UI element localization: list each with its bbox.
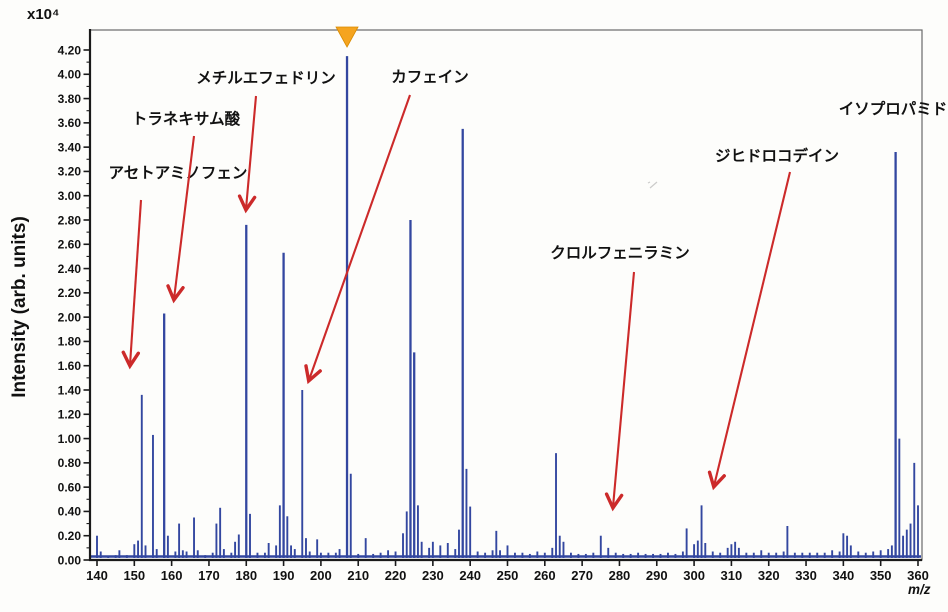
- x-tick-label: 270: [571, 568, 593, 583]
- x-tick-label: 210: [347, 568, 369, 583]
- y-tick-label: 1.20: [58, 408, 82, 422]
- x-tick-label: 240: [459, 568, 481, 583]
- y-tick-label: 2.80: [58, 213, 82, 227]
- y-tick-label: 3.20: [58, 165, 82, 179]
- x-tick-label: 220: [385, 568, 407, 583]
- x-tick-label: 180: [235, 568, 257, 583]
- x-tick-label: 320: [758, 568, 780, 583]
- x-tick-label: 140: [86, 568, 108, 583]
- plot-frame: [89, 29, 923, 561]
- y-tick-label: 3.40: [58, 140, 82, 154]
- x-tick-label: 280: [609, 568, 631, 583]
- y-tick-label: 1.80: [58, 335, 82, 349]
- annotation-arrow-2: [237, 95, 258, 214]
- annotation-arrow-3: [304, 94, 411, 385]
- x-tick-label: 190: [273, 568, 295, 583]
- x-tick-label: 230: [422, 568, 444, 583]
- annotation-arrow-5: [707, 171, 792, 491]
- scan-artifact: [647, 181, 658, 189]
- peak-marker-triangle-icon: [335, 26, 359, 48]
- x-tick-label: 330: [795, 568, 817, 583]
- annotation-label-2: メチルエフェドリン: [196, 70, 336, 87]
- x-tick-label: 170: [198, 568, 220, 583]
- y-tick-label: 0.80: [58, 456, 82, 470]
- y-tick-label: 0.00: [58, 553, 82, 567]
- x-tick-label: 250: [497, 568, 519, 583]
- y-axis-multiplier: x10⁴: [27, 6, 60, 23]
- annotation-label-3: カフェイン: [391, 68, 469, 86]
- y-tick-label: 0.20: [58, 529, 82, 543]
- x-tick-label: 260: [534, 568, 556, 583]
- annotation-label-6: イソプロパミド: [839, 99, 948, 118]
- x-tick-label: 150: [123, 568, 145, 583]
- x-tick-label: 310: [721, 568, 743, 583]
- annotation-label-1: トラネキサム酸: [132, 109, 241, 128]
- y-tick-label: 2.00: [58, 310, 82, 324]
- annotation-label-0: アセトアミノフェン: [109, 165, 248, 182]
- annotation-arrow-0: [121, 199, 143, 370]
- y-tick-label: 3.80: [58, 92, 82, 106]
- annotation-label-5: ジヒドロコデイン: [715, 146, 839, 165]
- y-tick-label: 3.00: [58, 189, 82, 203]
- y-tick-label: 2.20: [58, 286, 82, 300]
- y-tick-label: 0.40: [58, 505, 82, 519]
- y-tick-label: 4.20: [58, 43, 82, 57]
- annotation-arrow-1: [166, 135, 196, 304]
- y-tick-label: 0.60: [58, 480, 82, 494]
- y-tick-label: 4.00: [58, 68, 82, 82]
- x-axis-title: m/z: [908, 582, 931, 597]
- y-tick-label: 2.40: [58, 262, 82, 276]
- x-tick-label: 290: [646, 568, 668, 583]
- x-tick-label: 200: [310, 568, 332, 583]
- y-tick-label: 1.00: [58, 432, 82, 446]
- y-tick-label: 2.60: [58, 238, 82, 252]
- x-tick-label: 340: [833, 568, 855, 583]
- x-tick-label: 350: [870, 568, 892, 583]
- annotation-label-4: クロルフェニラミン: [550, 244, 690, 262]
- annotation-arrow-4: [604, 271, 636, 512]
- x-tick-label: 160: [161, 568, 183, 583]
- y-tick-label: 1.60: [58, 359, 82, 373]
- y-tick-label: 3.60: [58, 116, 82, 130]
- y-tick-label: 1.40: [58, 383, 82, 397]
- x-tick-label: 360: [907, 568, 929, 583]
- x-tick-label: 300: [683, 568, 705, 583]
